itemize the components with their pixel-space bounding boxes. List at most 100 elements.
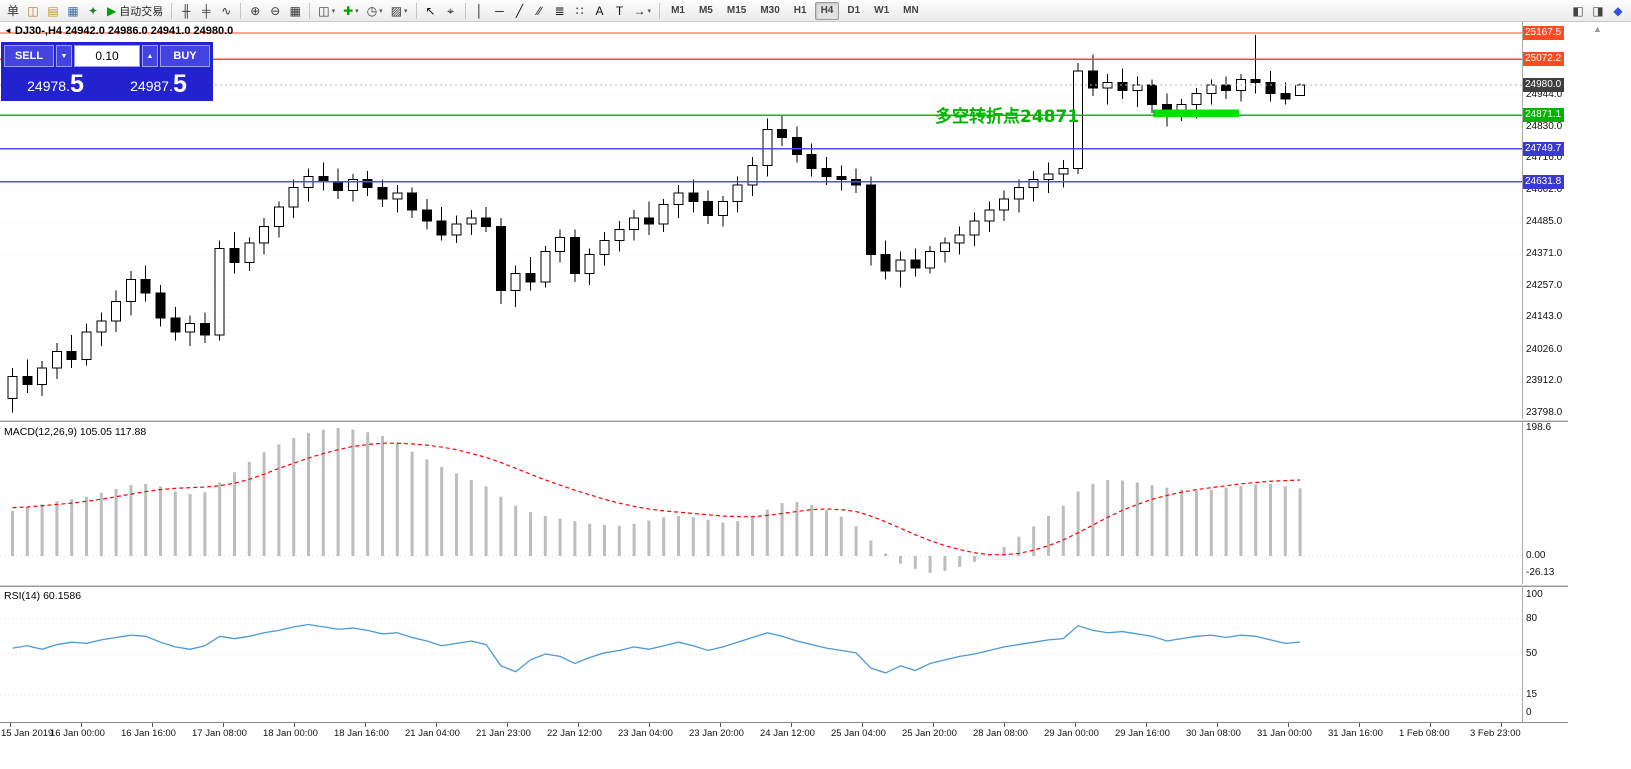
fibonacci-icon[interactable]: ≣ <box>551 2 569 20</box>
candle-body <box>436 220 447 236</box>
zoom-out-icon[interactable]: ⊖ <box>266 2 284 20</box>
text-icon[interactable]: A <box>591 2 609 20</box>
support-zone <box>1153 109 1239 118</box>
candle-body <box>481 217 492 228</box>
new-chart-icon-glyph: ◫ <box>27 3 39 18</box>
candle-body <box>555 237 566 253</box>
candle-body <box>969 220 980 236</box>
timeframe-d1[interactable]: D1 <box>841 2 866 20</box>
chart-window-icon[interactable]: ◧ <box>1569 2 1587 20</box>
periods-icon[interactable]: ◷ ▾ <box>364 2 386 20</box>
time-label: 15 Jan 2019 <box>1 728 54 739</box>
volume-decrease-button[interactable]: ▼ <box>56 45 72 67</box>
timeframe-h1[interactable]: H1 <box>788 2 813 20</box>
horizontal-line-icon[interactable]: ─ <box>491 2 509 20</box>
zoom-in-icon[interactable]: ⊕ <box>246 2 264 20</box>
time-tick <box>720 723 721 727</box>
time-tick <box>933 723 934 727</box>
candle-body <box>643 217 654 225</box>
time-tick <box>1004 723 1005 727</box>
candle-body <box>717 201 728 216</box>
toolbar-separator <box>309 2 311 19</box>
new-chart-dropdown-icon[interactable]: ◫ ▾ <box>315 2 338 20</box>
text-icon-glyph: A <box>595 3 604 18</box>
candle-body <box>762 128 773 166</box>
time-tick <box>223 723 224 727</box>
time-label: 21 Jan 04:00 <box>405 728 460 739</box>
vertical-line-icon[interactable]: │ <box>471 2 489 20</box>
candlestick-chart-icon[interactable]: ╪ <box>197 2 215 20</box>
price-grid-label: 24143.0 <box>1526 311 1563 323</box>
channel-icon[interactable]: ∕∕ <box>531 2 549 20</box>
timeframe-w1-label: W1 <box>874 5 890 16</box>
price-grid-label: 24257.0 <box>1526 279 1563 291</box>
timeframe-m1[interactable]: M1 <box>665 2 691 20</box>
panel-splitter[interactable] <box>0 419 1568 422</box>
time-label: 25 Jan 20:00 <box>902 728 957 739</box>
new-chart-icon[interactable]: ◫ <box>24 2 42 20</box>
candle-body <box>1117 81 1128 92</box>
sell-button[interactable]: SELL <box>4 45 54 67</box>
candle-body <box>377 187 388 200</box>
price-grid-label: 24371.0 <box>1526 248 1563 259</box>
time-label: 18 Jan 00:00 <box>263 728 318 739</box>
timeframe-mn-label: MN <box>903 5 919 16</box>
candle-body <box>1102 81 1113 89</box>
templates-icon-glyph: ▨ <box>390 3 403 18</box>
price-grid-label: 24944.0 <box>1526 89 1563 100</box>
timeframe-h4[interactable]: H4 <box>814 1 840 20</box>
candle-body <box>96 320 107 333</box>
candle-body <box>1058 167 1069 175</box>
volume-input[interactable] <box>74 45 140 67</box>
candle-body <box>1028 178 1039 189</box>
fullscreen-icon[interactable]: ◨ <box>1589 2 1607 20</box>
trendline-icon[interactable]: ╱ <box>511 2 529 20</box>
app-icon[interactable]: ◆ <box>1609 2 1627 20</box>
time-label: 28 Jan 08:00 <box>973 728 1028 739</box>
templates-icon[interactable]: ▨ ▾ <box>388 2 411 20</box>
scroll-up-icon[interactable]: ▲ <box>1593 24 1602 34</box>
navigator-icon[interactable]: ✦ <box>84 2 102 20</box>
autotrading-button[interactable]: ▶ 自动交易 <box>104 2 166 20</box>
time-label: 24 Jan 12:00 <box>760 728 815 739</box>
candle-body <box>747 164 758 186</box>
candle-body <box>865 184 876 255</box>
tile-windows-icon[interactable]: ▦ <box>286 2 304 20</box>
grid-icon[interactable]: ∷ <box>571 2 589 20</box>
timeframe-mn[interactable]: MN <box>897 2 925 20</box>
time-axis[interactable]: 15 Jan 2019 16 Jan 00:00 16 Jan 16:00 17 Ja… <box>0 722 1568 742</box>
macd-panel[interactable] <box>0 422 1522 584</box>
candle-body <box>1073 70 1084 169</box>
time-label: 1 Feb 08:00 <box>1399 728 1450 739</box>
cursor-icon[interactable]: ↖ <box>422 2 440 20</box>
buy-button[interactable]: BUY <box>160 45 210 67</box>
main-chart[interactable]: 多空转折点24871 <box>0 22 1522 419</box>
arrows-icon[interactable]: → ▾ <box>631 2 655 20</box>
time-label: 23 Jan 04:00 <box>618 728 673 739</box>
market-watch-icon-glyph: ▦ <box>67 3 79 18</box>
toolbar-separator <box>240 2 242 19</box>
rsi-panel[interactable] <box>0 587 1522 722</box>
time-tick <box>791 723 792 727</box>
label-icon[interactable]: T <box>611 2 629 20</box>
autotrading-button-glyph: ▶ <box>107 3 117 18</box>
order-menu-button[interactable]: 单 <box>4 2 22 20</box>
volume-increase-button[interactable]: ▲ <box>142 45 158 67</box>
market-watch-icon[interactable]: ▦ <box>64 2 82 20</box>
line-chart-icon[interactable]: ∿ <box>217 2 235 20</box>
price-axis[interactable]: 25058.024944.024830.024716.024602.024485… <box>1522 22 1568 742</box>
timeframe-m15[interactable]: M15 <box>721 2 752 20</box>
time-tick <box>294 723 295 727</box>
timeframe-m30[interactable]: M30 <box>754 2 785 20</box>
candle-body <box>7 375 18 400</box>
sell-price-main: 24978. <box>27 78 70 94</box>
timeframe-m5[interactable]: M5 <box>693 2 719 20</box>
profiles-icon[interactable]: ▤ <box>44 2 62 20</box>
crosshair-icon[interactable]: ⌖ <box>442 2 460 20</box>
bar-chart-icon-glyph: ╫ <box>181 3 191 18</box>
timeframe-w1[interactable]: W1 <box>868 2 895 20</box>
bar-chart-icon[interactable]: ╫ <box>177 2 195 20</box>
candle-body <box>791 137 802 155</box>
panel-splitter[interactable] <box>0 584 1568 587</box>
indicators-icon[interactable]: ✚ ▾ <box>340 2 362 20</box>
